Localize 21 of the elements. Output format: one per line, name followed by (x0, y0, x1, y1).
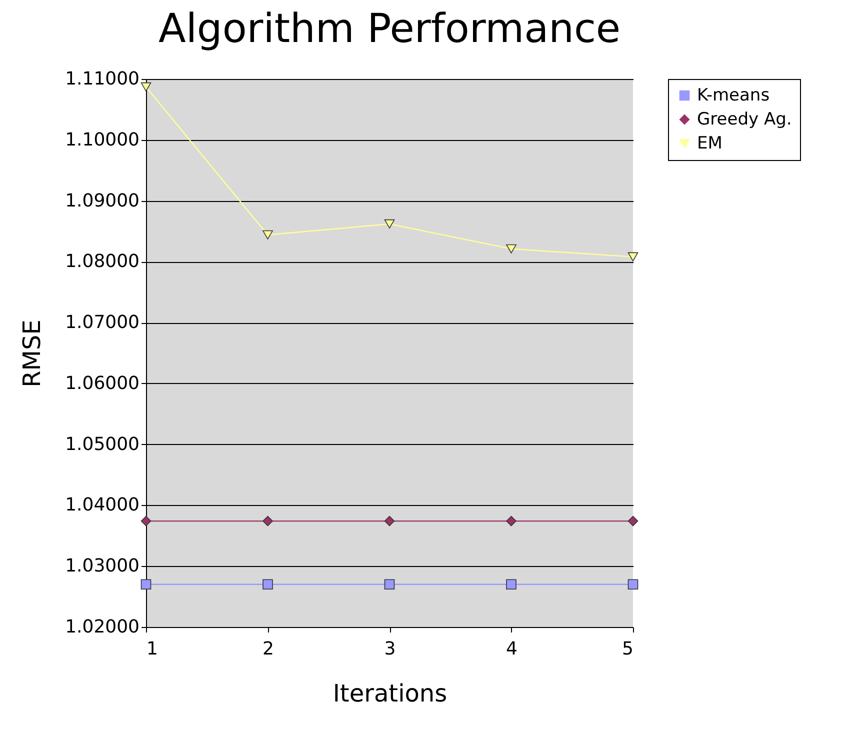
y-tick-label: 1.08000 (65, 251, 140, 272)
chart-title: Algorithm Performance (158, 6, 621, 52)
x-tick-label: 2 (262, 638, 274, 660)
x-tick-label: 5 (622, 638, 634, 660)
y-tick-label: 1.10000 (65, 129, 140, 150)
x-tick-label: 3 (384, 638, 396, 660)
x-tick-label: 1 (146, 638, 158, 660)
y-tick-label: 1.06000 (65, 372, 140, 394)
x-axis-title: Iterations (332, 680, 448, 708)
legend-label: K-means (697, 86, 770, 106)
x-tick-label: 4 (506, 638, 518, 660)
y-tick-label: 1.05000 (65, 434, 140, 455)
y-tick-label: 1.07000 (65, 312, 140, 334)
legend-label: Greedy Ag. (697, 110, 792, 130)
y-tick-label: 1.11000 (65, 68, 140, 90)
y-axis-title: RMSE (18, 320, 46, 388)
legend-label: EM (697, 134, 722, 154)
y-tick-label: 1.02000 (65, 616, 140, 638)
y-tick-label: 1.09000 (65, 190, 140, 212)
y-tick-label: 1.04000 (65, 494, 140, 516)
y-tick-label: 1.03000 (65, 556, 140, 577)
